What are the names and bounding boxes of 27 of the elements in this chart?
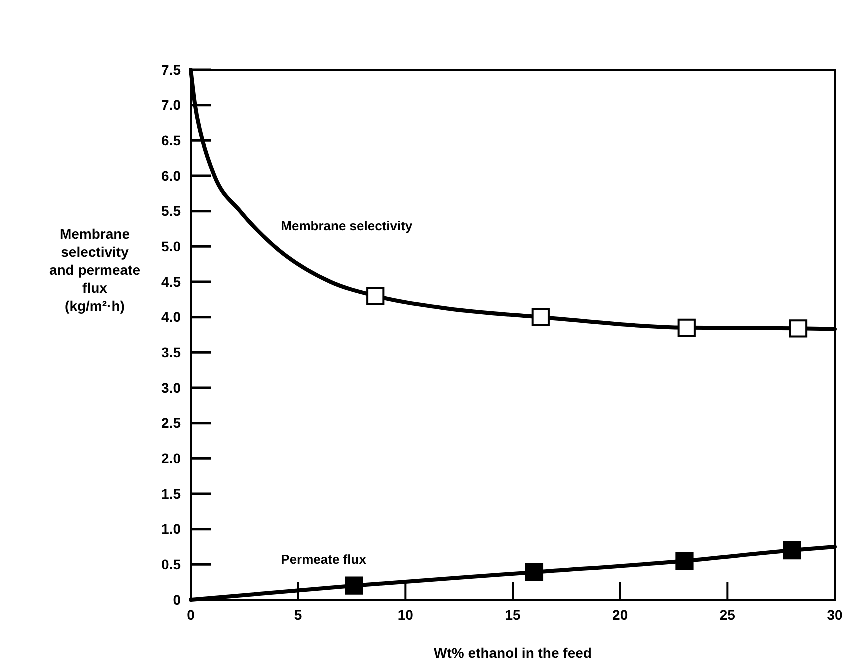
x-tick-label: 25 <box>720 607 736 623</box>
x-tick-label: 30 <box>827 607 843 623</box>
y-tick-label: 3.5 <box>162 344 182 361</box>
y-tick-label: 1.0 <box>162 521 182 538</box>
x-tick-label: 15 <box>505 607 521 623</box>
y-tick-label: 5.0 <box>162 238 182 255</box>
y-tick-label: 0.5 <box>162 556 182 573</box>
x-tick-label: 20 <box>612 607 628 623</box>
y-tick-label: 2.5 <box>162 415 182 432</box>
x-axis-title: Wt% ethanol in the feed <box>434 645 592 661</box>
y-tick-label: 6.0 <box>162 168 182 184</box>
y-tick-label: 0 <box>173 592 182 608</box>
y-tick-label: 1.5 <box>162 486 182 502</box>
y-tick-label: 4.5 <box>162 274 182 290</box>
y-tick-label: 4.0 <box>162 309 182 326</box>
y-axis-title: Membrane selectivity and permeate flux (kg/m²·h) <box>49 226 141 314</box>
x-tick-label: 10 <box>398 607 414 623</box>
series-label: Permeate flux <box>281 552 368 568</box>
y-tick-label: 7.0 <box>162 97 182 114</box>
x-tick-label: 0 <box>187 607 196 623</box>
y-tick-label: 3.0 <box>162 380 182 396</box>
x-tick-label: 5 <box>294 607 302 623</box>
y-tick-label: 7.5 <box>162 62 182 78</box>
y-tick-label: 5.5 <box>162 203 182 220</box>
series-label: Membrane selectivity <box>281 218 414 234</box>
y-tick-label: 2.0 <box>162 450 182 467</box>
y-tick-label: 6.5 <box>162 132 182 149</box>
